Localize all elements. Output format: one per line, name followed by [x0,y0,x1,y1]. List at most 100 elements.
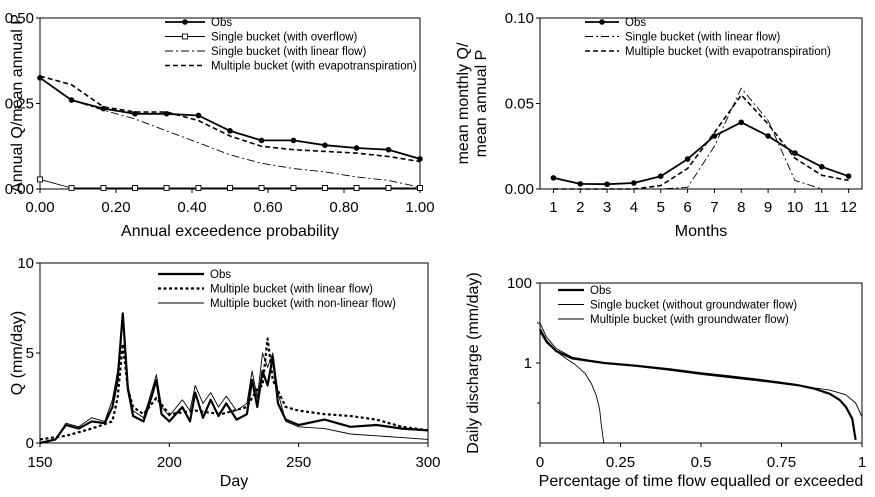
legend-marker [599,19,605,25]
data-point [577,181,584,187]
x-tick-label: 7 [710,199,718,216]
series-line-4 [39,75,421,163]
data-point [322,185,328,191]
legend-label-2: Single bucket (with linear flow) [625,32,780,44]
data-point [290,185,297,191]
series-line-3 [539,322,863,418]
x-tick-label: 0.75 [767,454,796,471]
legend-label-2: Single bucket (with overflow) [211,32,358,44]
y-tick-label: 0.00 [5,181,34,198]
x-tick-label: 10 [787,199,804,216]
data-point [604,181,610,188]
plot-frame [39,17,421,190]
series-line-2 [539,331,605,444]
series-line-1 [539,328,857,440]
data-point [385,185,392,191]
y-tick-label: 1 [524,355,532,372]
x-tick-label: 1 [858,454,866,471]
y-tick-label: 0.05 [505,96,534,113]
legend-label-3: Multiple bucket (with evapotranspiration… [625,46,831,58]
data-point [68,185,75,191]
legend-label-2: Multiple bucket (with linear flow) [210,284,373,296]
x-tick-label: 4 [630,199,638,216]
legend-label-1: Obs [211,17,232,29]
y-tick-label: 0.10 [505,10,534,27]
x-tick-label: 0.5 [691,454,712,471]
data-point [845,173,852,179]
x-tick-label: 300 [415,454,440,471]
y-tick-label: 0.00 [505,181,534,198]
data-point [417,185,423,191]
data-point [322,142,328,149]
x-tick-label: 5 [657,199,665,216]
x-tick-label: 0.20 [101,199,130,216]
data-point [195,112,202,119]
legend-label-4: Multiple bucket (with evapotranspiration… [211,61,417,73]
y-tick-label: 5 [26,345,34,362]
x-tick-label: 1 [549,199,557,216]
legend-label-1: Obs [590,285,611,297]
data-point [227,185,233,191]
x-axis-label: Annual exceedence probability [121,223,339,240]
chart-1: 0.00 0.20 0.40 0.60 0.80 1.000.000.250.50Annu… [5,10,435,240]
y-axis-label: Daily discharge (mm/day) [465,272,482,453]
x-tick-label: 11 [814,199,830,216]
data-point [711,133,718,139]
legend-label-1: Obs [625,17,646,29]
y-axis-label: Annual Q/mean annual P [9,14,26,193]
x-tick-label: 6 [683,199,691,216]
x-tick-label: 0.00 [25,199,54,216]
series-line-2 [553,87,849,190]
x-tick-label: 150 [27,454,52,471]
x-axis-label: Percentage of time flow equalled or exce… [539,473,864,490]
y-axis-label: Q (mm/day) [9,311,26,395]
x-axis-label: Day [220,473,248,490]
legend-marker [182,19,188,25]
series-line-3 [39,316,429,444]
legend-label-3: Multiple bucket (with non-linear flow) [210,298,396,310]
x-tick-label: 2 [576,199,584,216]
series-line-1 [39,312,429,445]
series-line-1 [553,121,849,186]
y-tick-label: 0.25 [5,96,34,113]
x-axis-label: Months [675,223,727,240]
data-point [353,145,360,151]
x-tick-label: 0.40 [177,199,206,216]
chart-3: 150 200 250 300 0 5 10 Day Q (mm/day) Obs Multiple… [9,255,441,490]
x-tick-label: 200 [157,454,182,471]
series-line-3 [553,94,849,190]
data-point [227,128,233,134]
legend-marker [182,33,188,40]
data-point [163,185,170,191]
data-point [631,180,637,186]
legend-label-1: Obs [210,269,231,281]
x-tick-label: 0.60 [253,199,282,216]
x-tick-label: 3 [603,199,611,216]
data-point [100,185,107,191]
data-point [353,185,360,191]
data-point [550,175,557,181]
data-point [385,146,392,153]
data-point [258,185,265,191]
x-tick-label: 0.25 [606,454,635,471]
y-tick-label: 100 [507,275,532,292]
series-line-1 [39,77,421,160]
x-tick-label: 1.00 [405,199,434,216]
data-point [290,137,297,144]
legend-label-3: Single bucket (with linear flow) [211,46,366,58]
data-point [684,156,691,162]
data-point [417,156,423,162]
y-axis-label-line: mean annual P [473,50,490,158]
x-tick-label: 8 [737,199,745,216]
x-tick-label: 12 [840,199,857,216]
y-tick-label: 0.50 [5,10,34,27]
data-point [657,173,664,179]
y-axis-label-line: mean monthly Q/ [455,42,472,164]
data-point [37,176,43,183]
y-axis-label: mean monthly Q/mean annual P [455,42,490,164]
x-tick-label: 9 [764,199,772,216]
series-line-2 [39,337,429,441]
data-point [765,133,771,139]
legend-label-3: Multiple bucket (with groundwater flow) [590,314,789,326]
